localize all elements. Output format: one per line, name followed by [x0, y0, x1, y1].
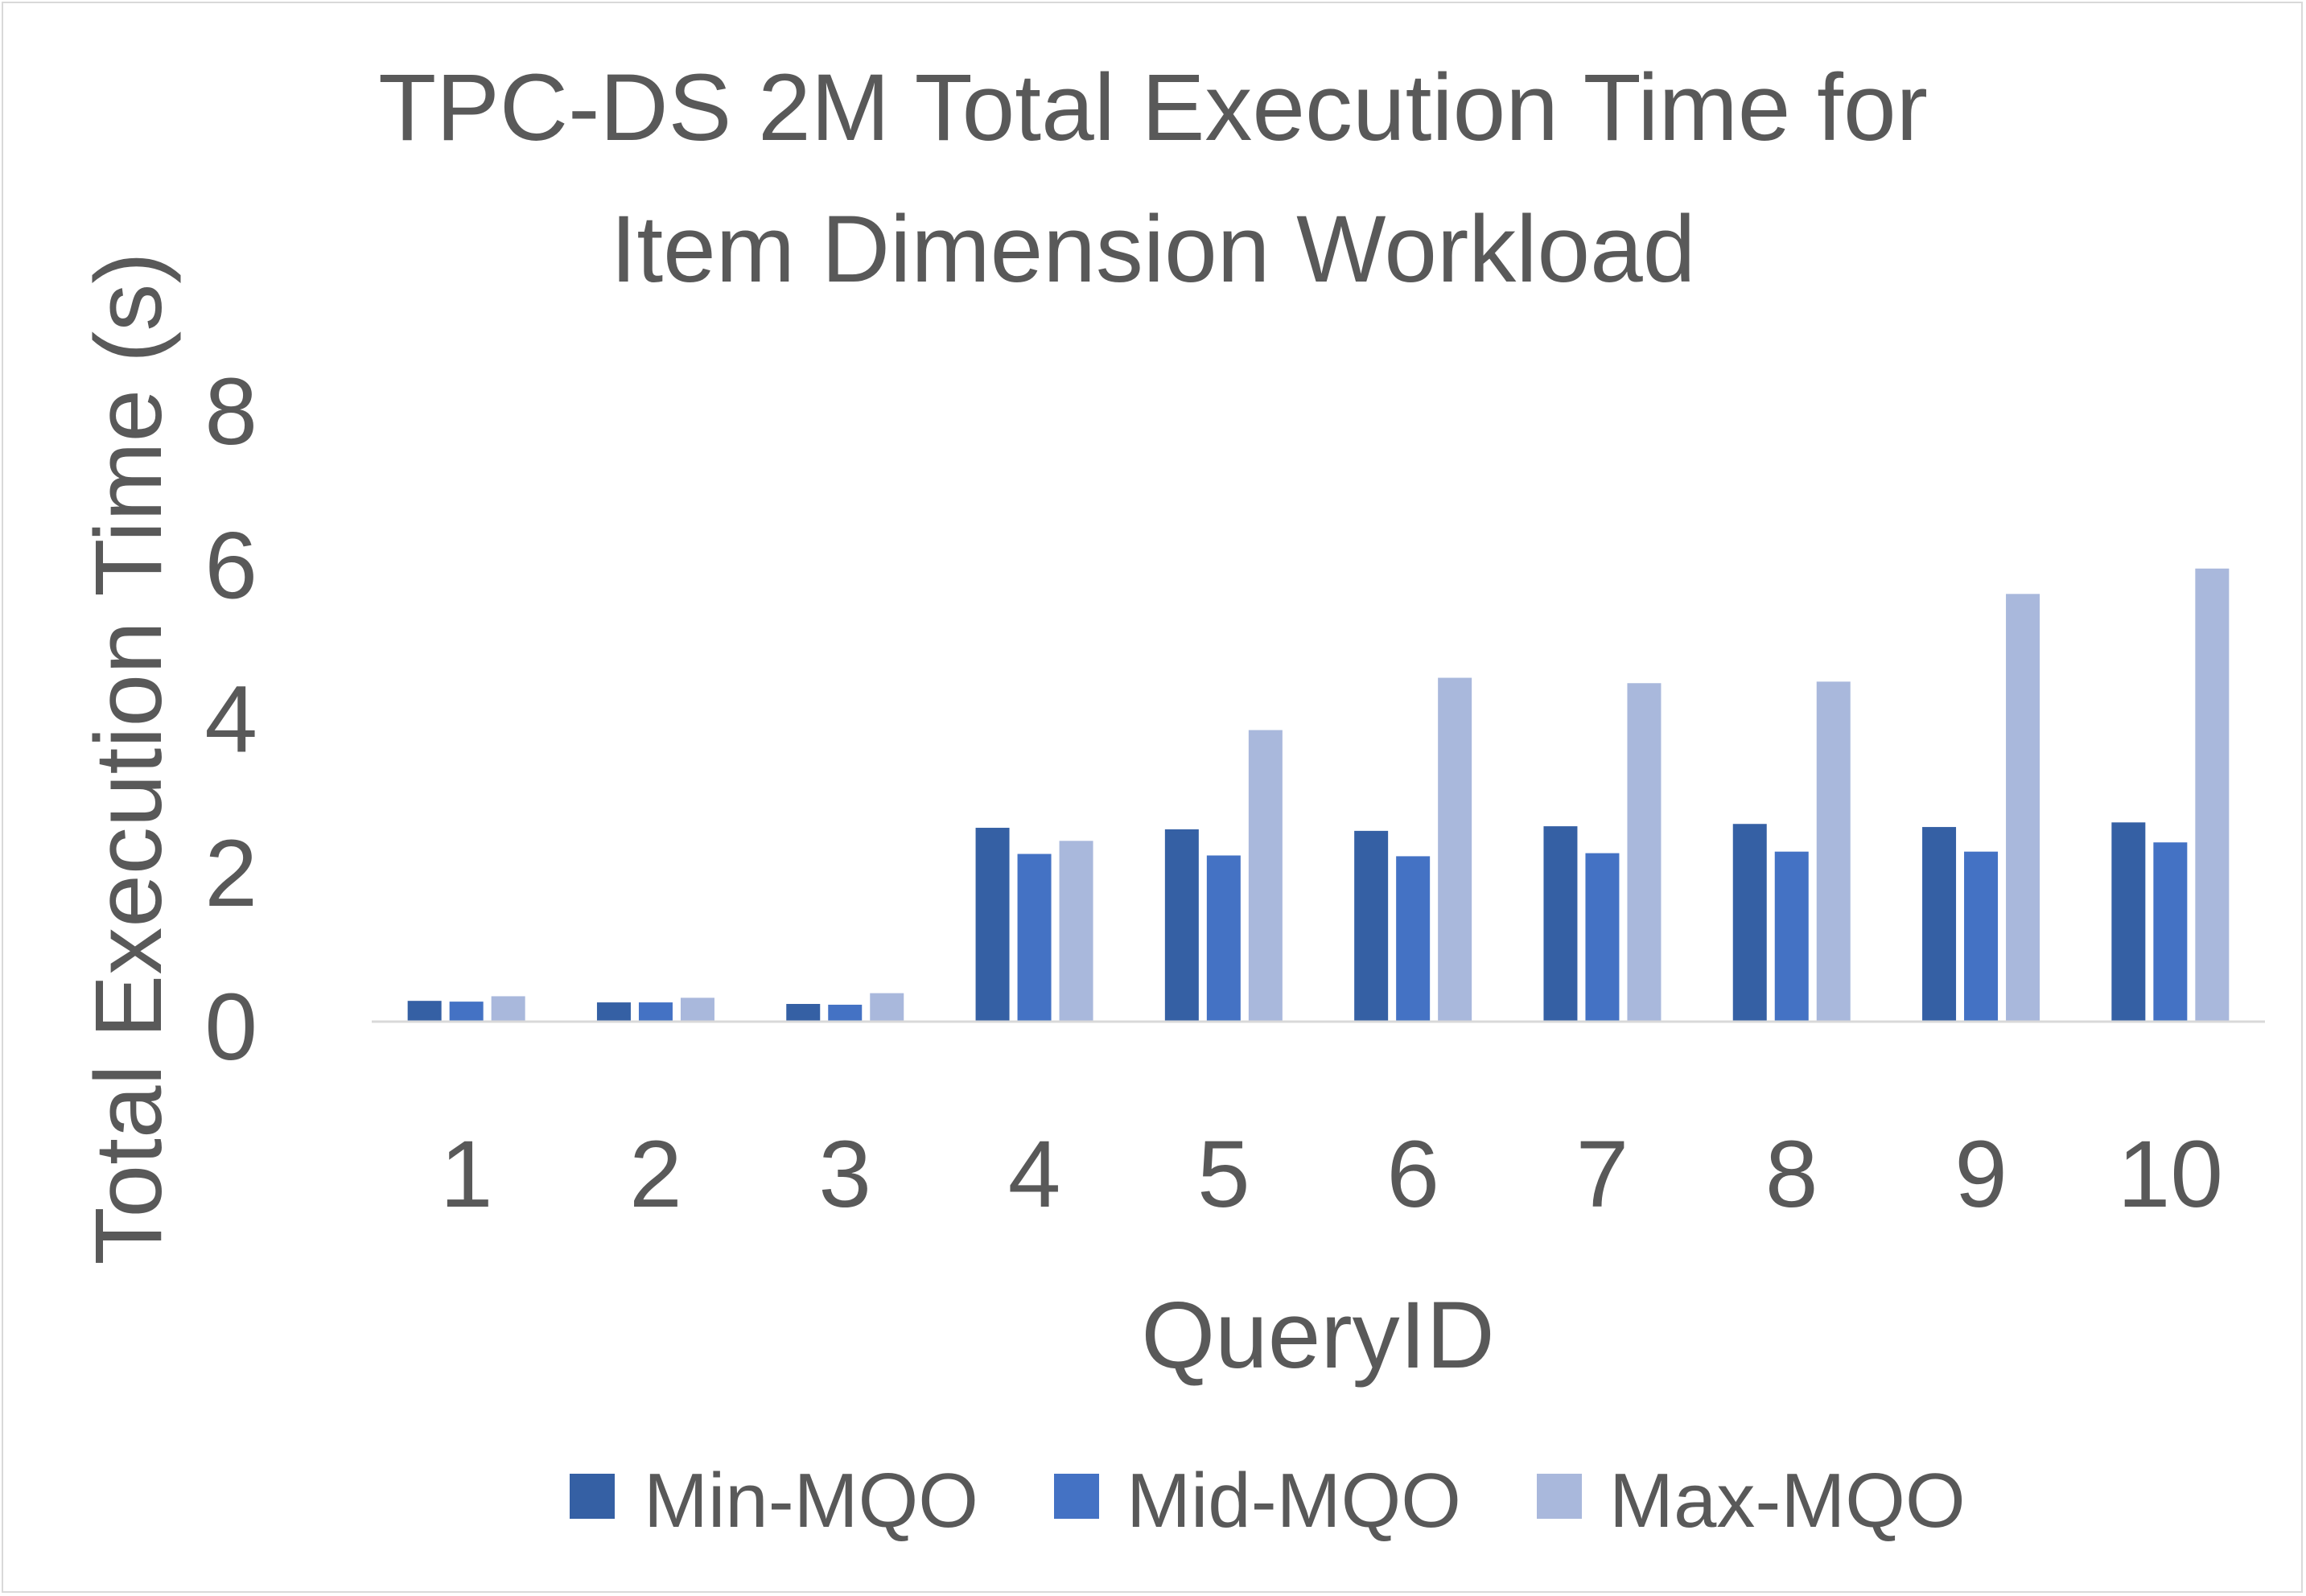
x-tick-label: 6	[1386, 1121, 1439, 1228]
y-tick-label: 8	[204, 359, 257, 465]
bar-max-mqo-q1	[491, 996, 525, 1022]
bar-max-mqo-q7	[1627, 683, 1662, 1022]
legend: Min-MQO Mid-MQO Max-MQO	[570, 1458, 1966, 1544]
bar-mid-mqo-q2	[638, 1002, 673, 1022]
legend-swatch-mid-mqo	[1054, 1474, 1099, 1519]
bar-max-mqo-q8	[1816, 681, 1851, 1022]
bar-mid-mqo-q6	[1396, 856, 1431, 1022]
bar-min-mqo-q10	[2111, 822, 2146, 1022]
bar-mid-mqo-q9	[1964, 851, 1999, 1022]
bar-max-mqo-q10	[2195, 568, 2230, 1022]
bar-min-mqo-q2	[596, 1002, 631, 1022]
y-axis-title: Total Execution Time (s)	[76, 252, 182, 1265]
y-tick-label: 0	[204, 974, 257, 1080]
x-tick-label: 3	[818, 1121, 871, 1228]
x-tick-label: 4	[1008, 1121, 1061, 1228]
bar-min-mqo-q6	[1354, 830, 1389, 1022]
bar-min-mqo-q8	[1732, 824, 1767, 1022]
bar-mid-mqo-q10	[2153, 842, 2188, 1022]
legend-swatch-min-mqo	[570, 1474, 615, 1519]
bar-mid-mqo-q1	[449, 1002, 484, 1022]
bar-min-mqo-q5	[1164, 829, 1199, 1022]
y-tick-label: 6	[204, 512, 257, 619]
bar-min-mqo-q1	[407, 1001, 442, 1022]
legend-swatch-max-mqo	[1537, 1474, 1582, 1519]
bar-mid-mqo-q7	[1585, 853, 1620, 1022]
bar-mid-mqo-q3	[828, 1004, 863, 1022]
bar-min-mqo-q7	[1543, 826, 1578, 1022]
bar-max-mqo-q5	[1248, 730, 1283, 1022]
bar-mid-mqo-q4	[1017, 854, 1052, 1022]
y-tick-label: 4	[204, 667, 257, 773]
legend-label-max-mqo: Max-MQO	[1609, 1458, 1966, 1544]
bar-max-mqo-q2	[680, 998, 714, 1022]
bar-min-mqo-q4	[975, 828, 1010, 1022]
x-tick-label: 8	[1765, 1121, 1818, 1228]
x-tick-label: 2	[629, 1121, 682, 1228]
legend-label-min-mqo: Min-MQO	[644, 1458, 978, 1544]
bar-min-mqo-q3	[786, 1004, 821, 1022]
x-tick-label: 1	[440, 1121, 493, 1228]
chart-title-line-1: TPC-DS 2M Total Execution Time for	[378, 55, 1928, 161]
bars	[407, 568, 2230, 1022]
x-tick-label: 7	[1576, 1121, 1629, 1228]
x-tick-labels: 1 2 3 4 5 6 7 8 9 10	[440, 1121, 2223, 1228]
x-tick-label: 10	[2118, 1121, 2223, 1228]
y-tick-label: 2	[204, 821, 257, 927]
bar-min-mqo-q9	[1922, 827, 1957, 1022]
bar-max-mqo-q6	[1438, 677, 1472, 1022]
y-tick-labels: 0 2 4 6 8	[204, 359, 257, 1080]
bar-max-mqo-q3	[870, 993, 904, 1022]
x-tick-label: 9	[1954, 1121, 2007, 1228]
bar-mid-mqo-q5	[1206, 855, 1241, 1022]
x-axis-title: QueryID	[1141, 1282, 1494, 1388]
chart-title-line-2: Item Dimension Workload	[611, 196, 1696, 302]
x-tick-label: 5	[1197, 1121, 1250, 1228]
bar-max-mqo-q4	[1059, 841, 1093, 1022]
bar-max-mqo-q9	[2006, 594, 2040, 1022]
legend-label-mid-mqo: Mid-MQO	[1126, 1458, 1461, 1544]
bar-mid-mqo-q8	[1774, 851, 1809, 1022]
